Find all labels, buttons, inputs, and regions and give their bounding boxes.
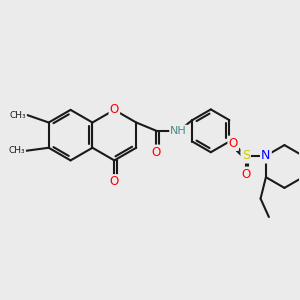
Text: O: O: [110, 175, 119, 188]
Text: O: O: [152, 146, 161, 159]
Text: S: S: [242, 149, 250, 162]
Text: O: O: [229, 137, 238, 150]
Text: CH₃: CH₃: [9, 111, 26, 120]
Text: O: O: [241, 168, 250, 181]
Text: CH₃: CH₃: [8, 146, 25, 155]
Text: NH: NH: [170, 126, 187, 136]
Text: O: O: [110, 103, 119, 116]
Text: N: N: [261, 149, 271, 162]
